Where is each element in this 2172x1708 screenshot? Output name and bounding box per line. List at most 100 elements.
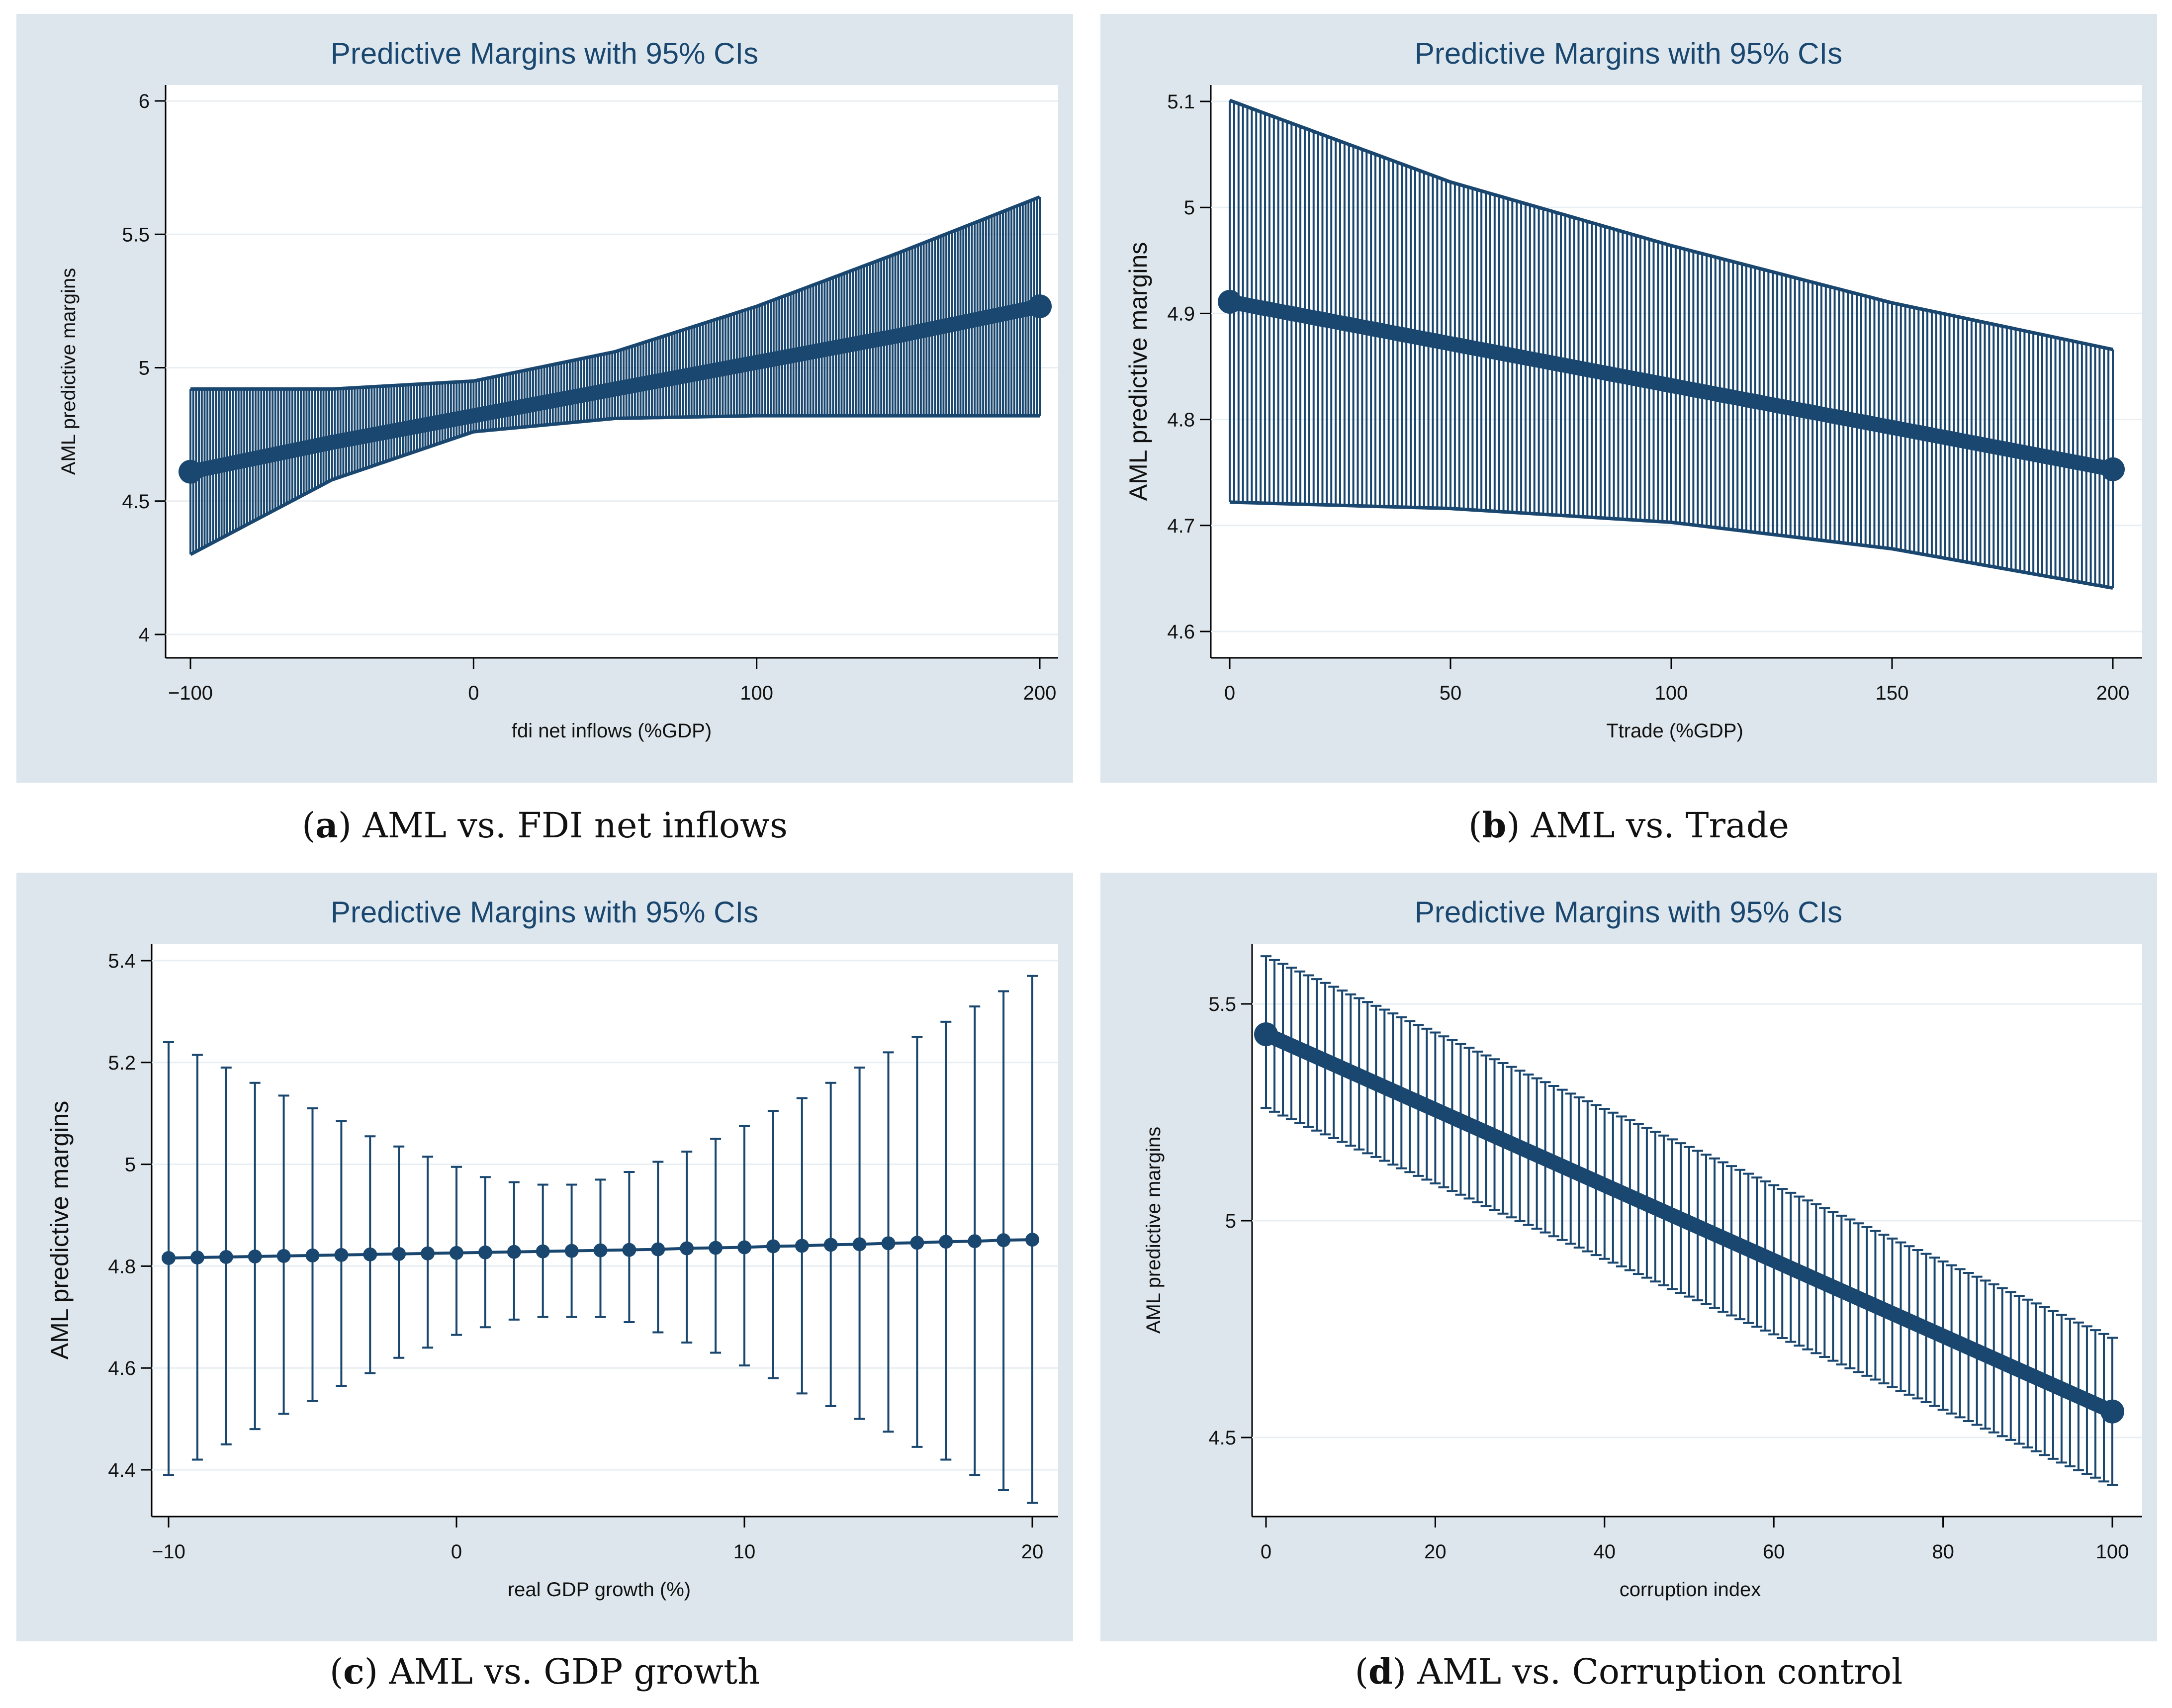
chart-a-x-tick-label: 0 [468, 682, 479, 704]
chart-c-data-point [996, 1233, 1011, 1248]
chart-b-series-line [1222, 294, 2120, 477]
chart-a-x-tick-label: 200 [1023, 682, 1057, 704]
caption-c-text: AML vs. GDP growth [378, 1651, 760, 1692]
panel-d: Predictive Margins with 95% CIs 4.5 5 5.5 … [1100, 873, 2157, 1641]
chart-b-x-ticks: 0 50 100 150 200 [1224, 658, 2130, 704]
chart-b-y-ticks: 4.6 4.7 4.8 4.9 5 5.1 [1167, 91, 1211, 643]
chart-c-data-point [651, 1242, 665, 1257]
chart-c-data-point [968, 1234, 982, 1249]
chart-c-data-point [248, 1249, 262, 1263]
chart-c-title: Predictive Margins with 95% CIs [331, 896, 758, 929]
caption-d-text: AML vs. Corruption control [1406, 1651, 1903, 1692]
chart-a-x-ticks: −100 0 100 200 [168, 658, 1056, 704]
chart-d-x-ticks: 0 20 40 60 80 100 [1261, 1517, 2129, 1563]
chart-c-y-tick-label: 5 [125, 1154, 136, 1176]
chart-b-y-tick-label: 5 [1184, 197, 1195, 219]
chart-c-data-point [334, 1248, 349, 1262]
chart-a-svg: Predictive Margins with 95% CIs 4 4.5 5 5.5… [58, 37, 1058, 742]
caption-a-label: a [315, 805, 338, 846]
chart-c-data-point [823, 1238, 838, 1252]
chart-a-grid [166, 100, 1058, 635]
chart-b-series-end-point [2101, 457, 2125, 481]
chart-c-data-point [593, 1243, 608, 1258]
chart-a-y-tick-label: 4 [139, 624, 150, 646]
chart-c-x-ticks: −10 0 10 20 [152, 1517, 1043, 1563]
chart-c-data-point [450, 1246, 463, 1260]
panel-b: Predictive Margins with 95% CIs 4.6 4.7 4.… [1100, 14, 2157, 783]
chart-d-series-start-point [1254, 1022, 1278, 1047]
panel-c: Predictive Margins with 95% CIs 4.4 4.6 4.… [16, 873, 1073, 1641]
chart-c-x-tick-label: 10 [733, 1541, 756, 1563]
chart-d-ylabel: AML predictive margins [1143, 1127, 1165, 1334]
chart-c-data-point [305, 1248, 320, 1262]
chart-b-title: Predictive Margins with 95% CIs [1415, 37, 1842, 70]
chart-d-x-tick-label: 60 [1763, 1541, 1785, 1563]
caption-a-text: AML vs. FDI net inflows [352, 805, 788, 846]
chart-a-y-tick-label: 5.5 [122, 224, 150, 246]
chart-b-x-tick-label: 50 [1440, 682, 1462, 704]
chart-d-y-tick-label: 5 [1225, 1210, 1236, 1232]
chart-d-title: Predictive Margins with 95% CIs [1415, 896, 1842, 929]
chart-a-x-tick-label: 100 [740, 682, 773, 704]
chart-c-data-point [421, 1246, 435, 1260]
chart-b-ci-lower-edge [1229, 500, 2113, 590]
chart-b-y-tick-label: 5.1 [1167, 91, 1195, 113]
chart-b-x-tick-label: 100 [1655, 682, 1688, 704]
chart-a-ci-lower-edge [189, 414, 1040, 556]
chart-c-data-point [536, 1244, 550, 1259]
chart-c-data-point [680, 1241, 694, 1256]
caption-b: (b) AML vs. Trade [1468, 805, 1789, 846]
chart-c-data-point [910, 1236, 924, 1250]
chart-a-y-tick-label: 5 [139, 358, 150, 379]
chart-a-ci-upper-edge [190, 195, 1041, 391]
chart-b-svg: Predictive Margins with 95% CIs 4.64.74.… [1124, 37, 2142, 742]
caption-d-label: d [1368, 1651, 1393, 1692]
chart-b-x-tick-label: 150 [1876, 682, 1909, 704]
chart-b-marks [1218, 289, 2125, 481]
chart-b-y-tick-label: 4.9 [1167, 303, 1195, 325]
chart-c-y-ticks: 4.4 4.6 4.8 5 5.2 5.4 [108, 950, 152, 1481]
chart-c-x-tick-label: −10 [152, 1541, 185, 1563]
chart-b-y-tick-label: 4.8 [1167, 409, 1195, 431]
chart-c-data-point [219, 1250, 233, 1264]
chart-c-plot-area [152, 944, 1058, 1517]
chart-c-ylabel: AML predictive margins [46, 1101, 74, 1360]
chart-d-series-end-point [2100, 1399, 2124, 1424]
chart-a-title: Predictive Margins with 95% CIs [331, 37, 758, 70]
chart-a-y-tick-label: 6 [139, 90, 150, 112]
chart-a-y-tick-label: 4.5 [122, 491, 150, 513]
chart-d-x-tick-label: 80 [1932, 1541, 1954, 1563]
caption-b-label: b [1482, 805, 1507, 846]
chart-c-data-point [478, 1245, 492, 1259]
chart-c-data-point [363, 1247, 377, 1261]
caption-b-text: AML vs. Trade [1520, 805, 1789, 846]
chart-b-x-tick-label: 200 [2096, 682, 2130, 704]
chart-c-data-point [795, 1239, 809, 1253]
chart-d-svg: Predictive Margins with 95% CIs 4.555.5 … [1143, 896, 2142, 1601]
chart-d-x-tick-label: 20 [1424, 1541, 1447, 1563]
caption-c-label: c [343, 1651, 364, 1692]
chart-a-series-end-point [1028, 294, 1052, 319]
chart-c-y-tick-label: 5.4 [108, 950, 136, 972]
chart-c-y-tick-label: 4.8 [108, 1256, 136, 1277]
chart-c-data-point [939, 1235, 953, 1249]
chart-a-series-line [183, 299, 1047, 479]
chart-d-marks [1254, 1022, 2124, 1424]
chart-d-xlabel: corruption index [1620, 1579, 1761, 1601]
chart-b-xlabel: Ttrade (%GDP) [1606, 720, 1743, 742]
chart-d-y-tick-label: 4.5 [1208, 1427, 1236, 1449]
chart-c-data-point [766, 1239, 780, 1254]
chart-c-grid [152, 960, 1058, 1471]
chart-d-x-tick-label: 100 [2096, 1541, 2129, 1563]
chart-c-data-point [737, 1240, 751, 1255]
chart-c-y-tick-label: 5.2 [108, 1052, 136, 1074]
chart-c-data-point [1025, 1233, 1039, 1247]
chart-c-x-tick-label: 0 [451, 1541, 462, 1563]
chart-d-y-ticks: 4.5 5 5.5 [1208, 993, 1252, 1449]
chart-a-xlabel: fdi net inflows (%GDP) [512, 720, 712, 742]
chart-b-y-tick-label: 4.6 [1167, 621, 1195, 643]
chart-c-x-tick-label: 20 [1021, 1541, 1044, 1563]
chart-c-data-point [392, 1247, 406, 1261]
chart-a-x-tick-label: −100 [168, 682, 213, 704]
